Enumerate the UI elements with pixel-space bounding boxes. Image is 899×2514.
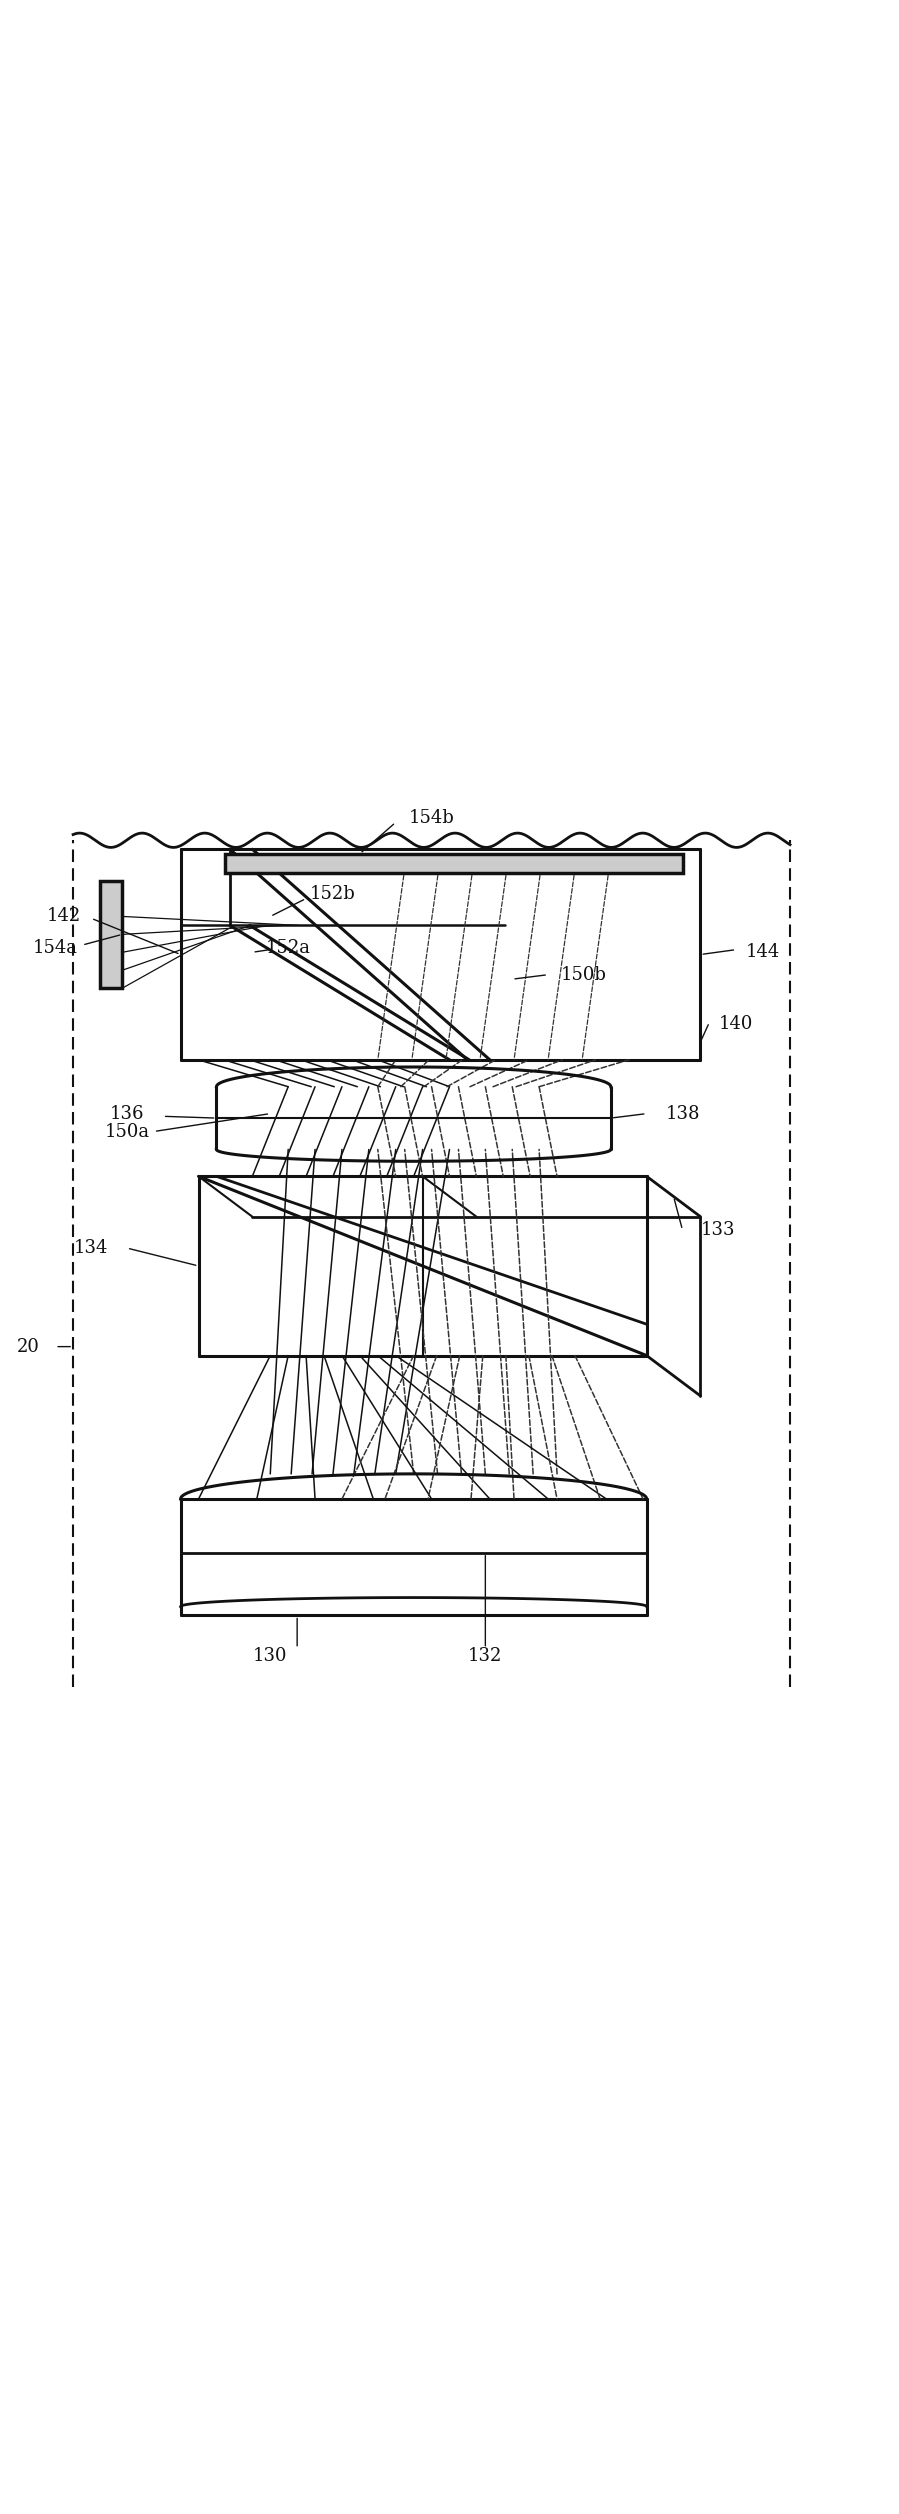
Text: 150a: 150a [104,1124,149,1141]
Text: 133: 133 [701,1222,735,1239]
Text: 150b: 150b [561,965,607,983]
Text: 134: 134 [74,1239,108,1257]
Bar [100,880,122,988]
Bar [226,855,682,872]
Text: 136: 136 [110,1104,144,1124]
Text: 144: 144 [746,943,780,960]
Text: 142: 142 [47,908,81,925]
Text: 140: 140 [719,1016,753,1033]
Text: 152b: 152b [310,885,356,903]
Text: 20: 20 [17,1337,40,1355]
Text: 154a: 154a [32,938,77,958]
Text: 154b: 154b [409,810,455,827]
Text: 130: 130 [253,1647,288,1664]
Text: 132: 132 [468,1647,503,1664]
Text: 138: 138 [665,1104,699,1124]
Text: 152a: 152a [266,938,311,958]
